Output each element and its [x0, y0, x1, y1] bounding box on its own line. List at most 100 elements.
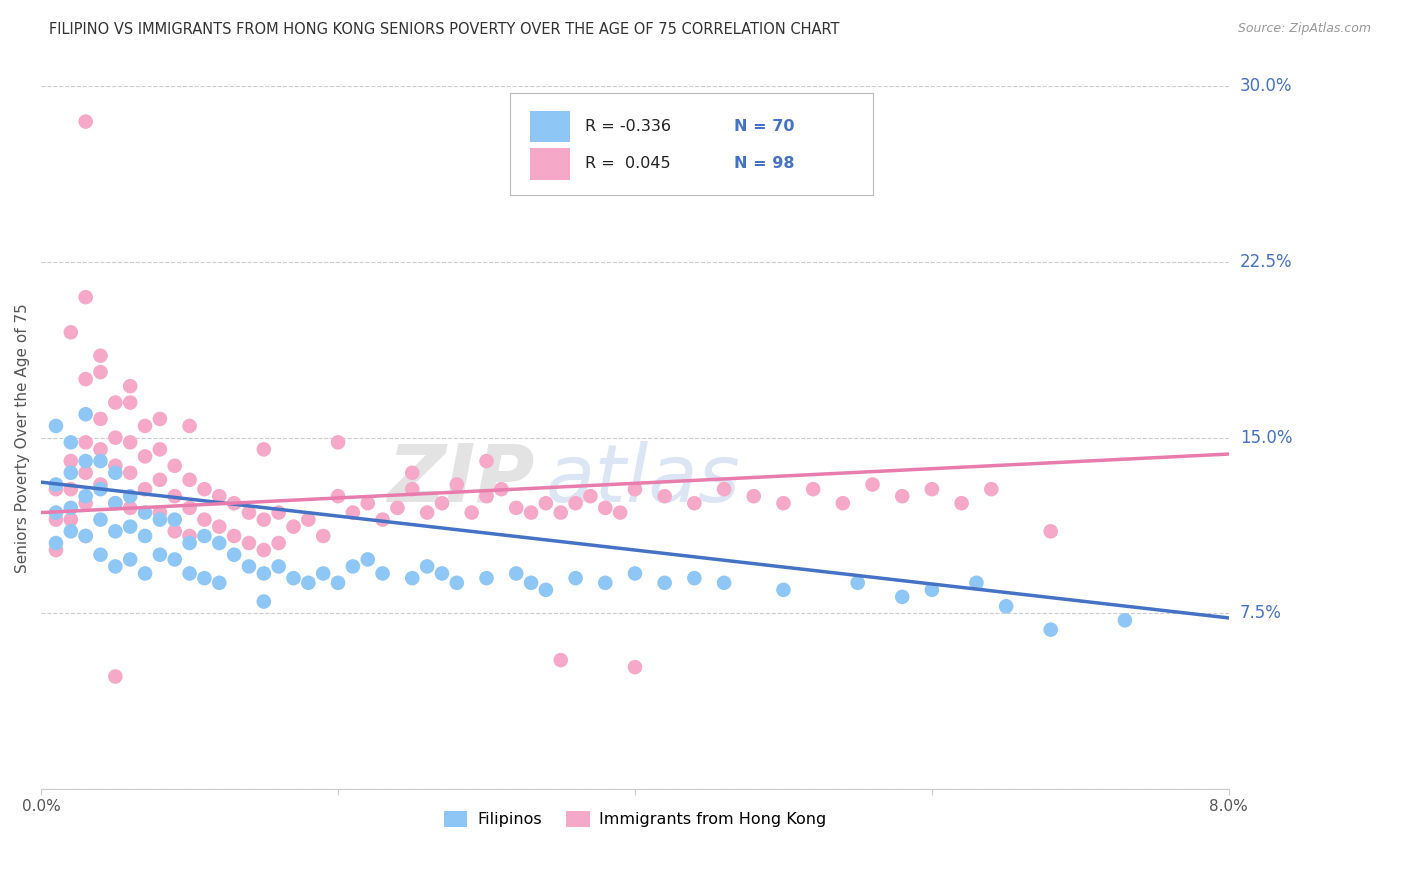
- Point: [1039, 623, 1062, 637]
- Point: [149, 513, 172, 527]
- Point: [120, 552, 142, 566]
- Text: N = 98: N = 98: [734, 156, 794, 171]
- Point: [416, 506, 439, 520]
- Point: [921, 582, 943, 597]
- Point: [104, 496, 127, 510]
- Point: [104, 466, 127, 480]
- Point: [104, 458, 127, 473]
- Point: [326, 489, 349, 503]
- Point: [75, 489, 97, 503]
- Text: N = 70: N = 70: [734, 119, 794, 134]
- Point: [163, 513, 186, 527]
- Point: [475, 571, 498, 585]
- Point: [89, 454, 111, 468]
- Point: [120, 500, 142, 515]
- Point: [1039, 524, 1062, 539]
- Point: [45, 419, 67, 434]
- Text: R = -0.336: R = -0.336: [585, 119, 671, 134]
- Point: [193, 482, 215, 496]
- Point: [149, 442, 172, 457]
- Text: R =  0.045: R = 0.045: [585, 156, 671, 171]
- FancyBboxPatch shape: [530, 148, 569, 179]
- Point: [238, 506, 260, 520]
- Point: [59, 500, 82, 515]
- Point: [520, 506, 543, 520]
- Point: [238, 536, 260, 550]
- Point: [401, 466, 423, 480]
- Point: [45, 477, 67, 491]
- Point: [238, 559, 260, 574]
- Point: [179, 536, 201, 550]
- Point: [134, 450, 156, 464]
- Point: [416, 559, 439, 574]
- Point: [267, 536, 290, 550]
- Point: [75, 496, 97, 510]
- Point: [595, 500, 617, 515]
- Point: [89, 513, 111, 527]
- Point: [179, 529, 201, 543]
- Point: [654, 575, 676, 590]
- Point: [89, 548, 111, 562]
- Point: [253, 594, 276, 608]
- Point: [1114, 613, 1136, 627]
- Point: [846, 575, 869, 590]
- Text: Source: ZipAtlas.com: Source: ZipAtlas.com: [1237, 22, 1371, 36]
- Point: [624, 482, 647, 496]
- Point: [950, 496, 973, 510]
- Point: [371, 566, 394, 581]
- Point: [59, 482, 82, 496]
- Point: [475, 454, 498, 468]
- Point: [75, 114, 97, 128]
- Point: [104, 669, 127, 683]
- Text: atlas: atlas: [546, 441, 741, 519]
- Point: [891, 489, 914, 503]
- Point: [401, 482, 423, 496]
- Point: [163, 524, 186, 539]
- Point: [446, 477, 468, 491]
- Point: [224, 548, 246, 562]
- Text: FILIPINO VS IMMIGRANTS FROM HONG KONG SENIORS POVERTY OVER THE AGE OF 75 CORRELA: FILIPINO VS IMMIGRANTS FROM HONG KONG SE…: [49, 22, 839, 37]
- Point: [297, 513, 319, 527]
- Point: [980, 482, 1002, 496]
- Point: [75, 466, 97, 480]
- Legend: Filipinos, Immigrants from Hong Kong: Filipinos, Immigrants from Hong Kong: [437, 805, 832, 833]
- Point: [45, 543, 67, 558]
- Point: [326, 435, 349, 450]
- Point: [75, 372, 97, 386]
- Point: [134, 506, 156, 520]
- Point: [253, 513, 276, 527]
- Point: [283, 519, 305, 533]
- Point: [208, 489, 231, 503]
- Point: [342, 559, 364, 574]
- Point: [742, 489, 765, 503]
- Point: [59, 326, 82, 340]
- Point: [430, 566, 453, 581]
- Point: [75, 435, 97, 450]
- Point: [713, 482, 735, 496]
- Point: [149, 412, 172, 426]
- Point: [75, 290, 97, 304]
- Point: [120, 466, 142, 480]
- Point: [59, 466, 82, 480]
- Point: [564, 571, 586, 585]
- Point: [534, 496, 557, 510]
- Point: [89, 442, 111, 457]
- Point: [772, 496, 794, 510]
- Point: [75, 454, 97, 468]
- Point: [179, 500, 201, 515]
- Point: [134, 419, 156, 434]
- Point: [59, 524, 82, 539]
- Point: [224, 496, 246, 510]
- Point: [59, 435, 82, 450]
- Point: [149, 473, 172, 487]
- Point: [134, 529, 156, 543]
- Point: [89, 412, 111, 426]
- Point: [75, 529, 97, 543]
- Point: [297, 575, 319, 590]
- Point: [534, 582, 557, 597]
- Point: [163, 458, 186, 473]
- Text: 15.0%: 15.0%: [1240, 429, 1292, 447]
- Point: [163, 489, 186, 503]
- Point: [520, 575, 543, 590]
- Point: [45, 536, 67, 550]
